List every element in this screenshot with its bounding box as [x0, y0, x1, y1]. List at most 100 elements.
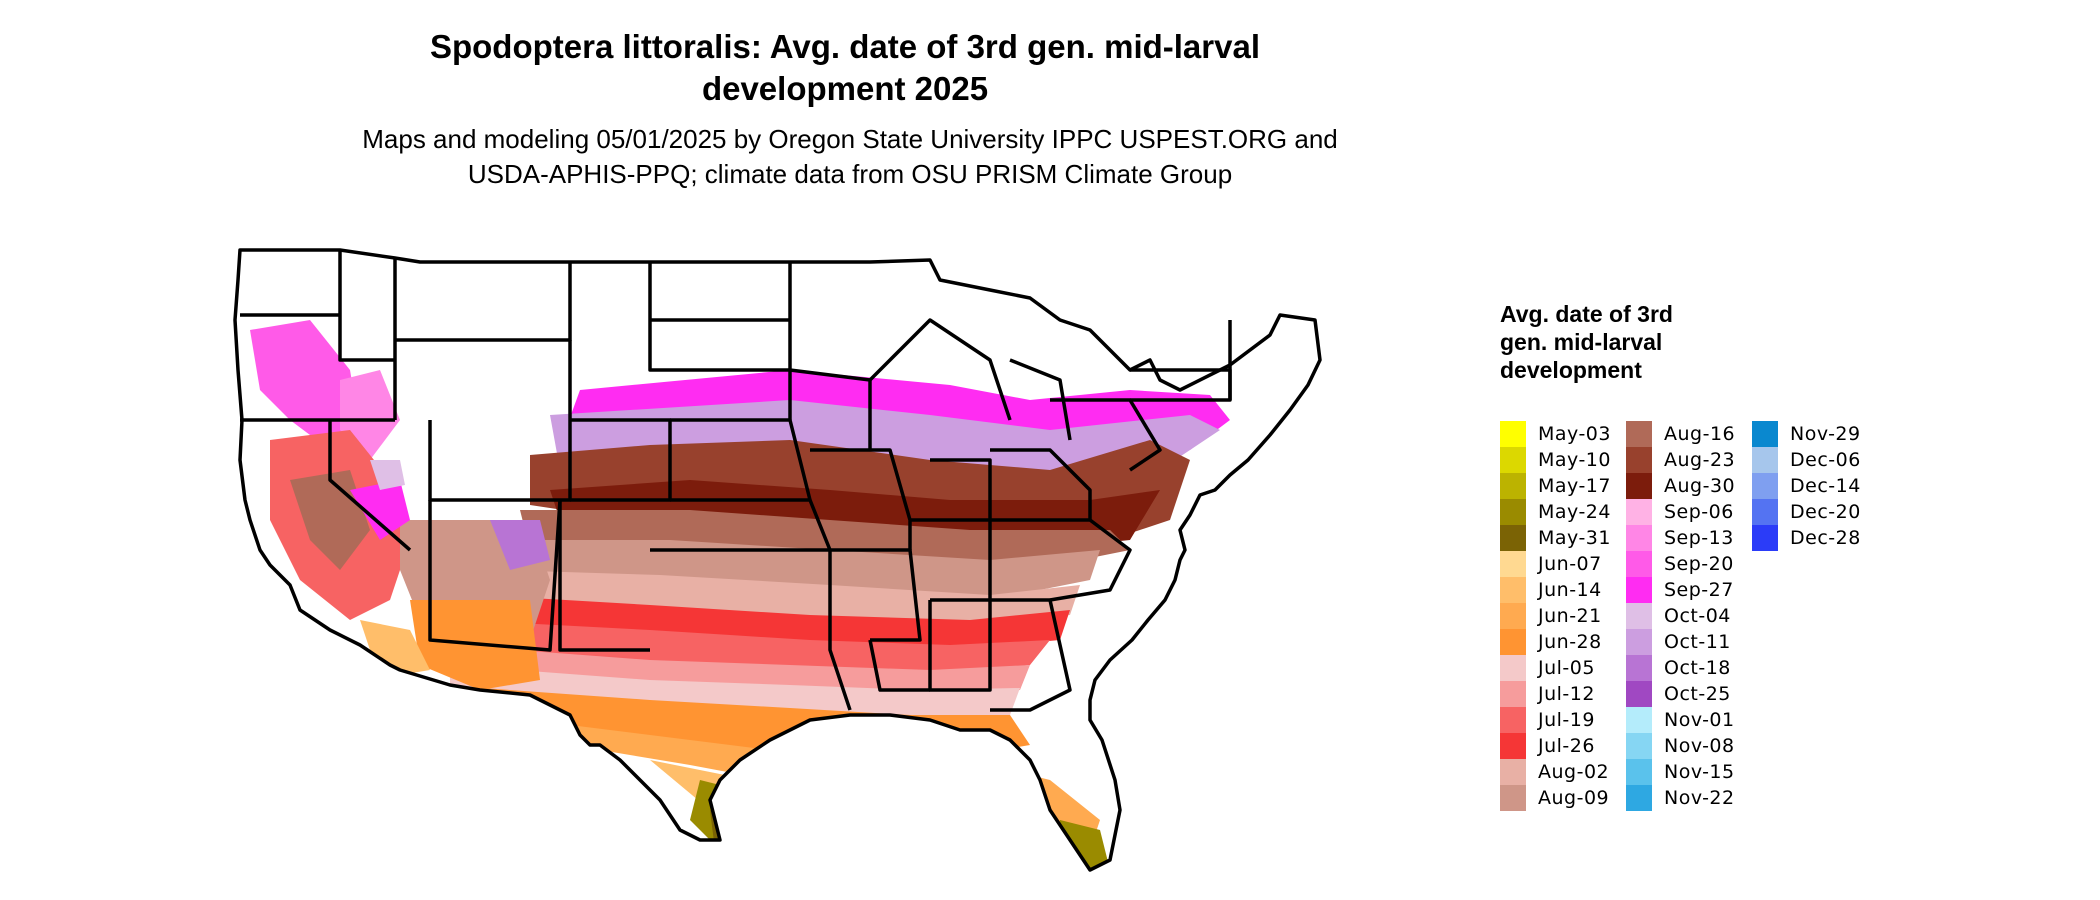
legend-swatch — [1752, 499, 1778, 525]
legend-swatch — [1500, 759, 1526, 785]
state-border — [868, 639, 930, 692]
legend-swatch — [1500, 577, 1526, 603]
map-zone — [290, 470, 370, 570]
state-border — [570, 418, 672, 502]
state-border — [1009, 358, 1072, 441]
legend-swatch — [1626, 447, 1652, 473]
legend-swatch — [1500, 707, 1526, 733]
state-border — [990, 598, 1072, 712]
state-border — [650, 548, 852, 711]
legend-label: Jun-14 — [1538, 579, 1602, 601]
state-border — [338, 250, 395, 362]
legend-label: Aug-23 — [1664, 449, 1736, 471]
legend-swatch — [1500, 733, 1526, 759]
legend-label: Oct-11 — [1664, 631, 1731, 653]
legend-label: Aug-30 — [1664, 475, 1736, 497]
legend-label: Nov-08 — [1664, 735, 1735, 757]
map-zone — [250, 320, 360, 450]
legend-label: Nov-22 — [1664, 787, 1735, 809]
map-zone — [490, 520, 550, 570]
legend-swatch — [1626, 707, 1652, 733]
state-border — [868, 318, 1012, 421]
legend-label: Jun-21 — [1538, 605, 1602, 627]
legend-label: Dec-20 — [1790, 501, 1861, 523]
us-degree-day-map — [233, 248, 1322, 872]
legend-label: Dec-28 — [1790, 527, 1861, 549]
state-border — [810, 448, 912, 550]
legend-swatch — [1752, 447, 1778, 473]
state-border — [328, 420, 412, 552]
legend-label: Jun-07 — [1538, 553, 1602, 575]
state-border — [990, 448, 1092, 520]
map-subtitle: Maps and modeling 05/01/2025 by Oregon S… — [362, 124, 1338, 189]
state-border — [910, 518, 992, 602]
state-border — [648, 262, 792, 420]
legend-swatch — [1500, 603, 1526, 629]
legend-swatch — [1500, 499, 1526, 525]
state-border — [788, 262, 872, 450]
legend-label: Jul-19 — [1538, 709, 1595, 731]
legend-swatch — [1626, 629, 1652, 655]
legend-label: May-03 — [1538, 423, 1611, 445]
state-border — [233, 248, 1322, 872]
map-zone — [350, 480, 410, 540]
map-zone — [460, 620, 1050, 675]
map-zone — [450, 645, 1030, 700]
map-zone — [450, 665, 1020, 720]
legend-swatch — [1626, 551, 1652, 577]
legend-label: Jul-26 — [1538, 735, 1595, 757]
legend-swatch — [1626, 603, 1652, 629]
map-zone — [360, 620, 430, 675]
legend-swatch — [1626, 759, 1652, 785]
legend-label: Nov-15 — [1664, 761, 1735, 783]
legend-label: Oct-25 — [1664, 683, 1731, 705]
legend-swatch — [1500, 551, 1526, 577]
legend-swatch — [1626, 785, 1652, 811]
map-zone — [650, 760, 1090, 870]
legend-label: Sep-06 — [1664, 501, 1734, 523]
state-border — [670, 498, 832, 551]
legend-label: Aug-09 — [1538, 787, 1610, 809]
legend-label: May-24 — [1538, 501, 1611, 523]
legend-swatch — [1500, 681, 1526, 707]
legend-label: Sep-20 — [1664, 553, 1734, 575]
legend-swatch — [1500, 447, 1526, 473]
map-title: Spodoptera littoralis: Avg. date of 3rd … — [429, 28, 1260, 107]
legend-label: Sep-13 — [1664, 527, 1734, 549]
legend-swatch — [1500, 525, 1526, 551]
degree-day-zones — [235, 250, 1320, 870]
state-border — [930, 458, 992, 520]
state-borders — [233, 248, 1322, 872]
state-border — [428, 499, 562, 652]
legend-swatch — [1500, 473, 1526, 499]
legend-swatch — [1626, 525, 1652, 551]
legend-swatch — [1500, 421, 1526, 447]
legend-label: Jun-28 — [1538, 631, 1602, 653]
legend-label: Dec-06 — [1790, 449, 1861, 471]
legend-label: Oct-18 — [1664, 657, 1731, 679]
legend-label: Aug-02 — [1538, 761, 1610, 783]
legend-label: Jul-12 — [1538, 683, 1595, 705]
legend-swatch — [1752, 473, 1778, 499]
legend-swatch — [1626, 499, 1652, 525]
date-legend: May-03 May-10 May-17 May-24 May-31 Jun-07 Jun-… — [1500, 421, 1930, 811]
legend-swatch — [1626, 655, 1652, 681]
legend-swatch — [1626, 473, 1652, 499]
legend-label: May-17 — [1538, 475, 1611, 497]
legend-swatch — [1626, 733, 1652, 759]
legend-label: Jul-05 — [1538, 657, 1595, 679]
legend-label: Nov-29 — [1790, 423, 1861, 445]
legend-label: May-31 — [1538, 527, 1611, 549]
state-border — [1050, 398, 1162, 472]
legend-swatch — [1752, 421, 1778, 447]
legend-label: Nov-01 — [1664, 709, 1735, 731]
legend-title: Avg. date of 3rd gen. mid-larval develop… — [1500, 301, 1673, 383]
legend-swatch — [1500, 655, 1526, 681]
legend-label: Oct-04 — [1664, 605, 1731, 627]
legend-label: May-10 — [1538, 449, 1611, 471]
map-zone — [370, 460, 405, 490]
legend-swatch — [1626, 577, 1652, 603]
legend-label: Sep-27 — [1664, 579, 1734, 601]
state-border — [830, 548, 922, 642]
state-border — [928, 600, 992, 692]
